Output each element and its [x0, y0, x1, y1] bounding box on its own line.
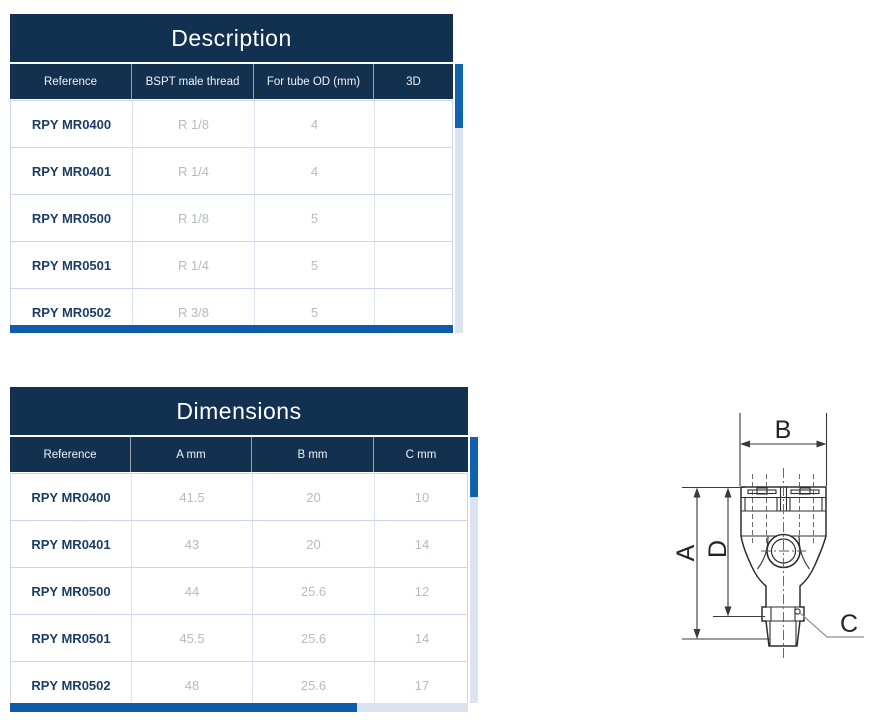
tube-od-cell: 5 [254, 195, 374, 241]
reference-cell: RPY MR0501 [31, 630, 111, 646]
3d-cell [374, 289, 452, 325]
horizontal-scrollbar-track[interactable] [10, 703, 468, 712]
3d-cell [374, 195, 452, 241]
horizontal-scrollbar-thumb[interactable] [10, 325, 453, 333]
3d-cell [374, 101, 452, 147]
column-header-reference: Reference [43, 75, 98, 88]
reference-cell: RPY MR0500 [31, 583, 111, 599]
c-mm-cell: 14 [374, 615, 467, 661]
dimensions-table-header: Reference A mm B mm C mm [10, 437, 468, 472]
b-mm-cell: 25.6 [252, 662, 374, 702]
vertical-scrollbar-track[interactable] [455, 64, 463, 333]
fitting-diagram: B A D C [672, 413, 864, 660]
c-leader-line [799, 612, 864, 638]
thread-cell: R 1/8 [132, 195, 254, 241]
a-mm-cell: 45.5 [131, 615, 252, 661]
thread-cell: R 1/4 [132, 148, 254, 194]
tube-od-cell: 5 [254, 242, 374, 288]
reference-cell: RPY MR0502 [31, 677, 111, 693]
3d-cell [374, 148, 452, 194]
hex-corner-dot [794, 608, 801, 615]
table-row: RPY MR0400 R 1/8 4 [11, 101, 452, 148]
b-mm-cell: 25.6 [252, 615, 374, 661]
vertical-scrollbar-thumb[interactable] [455, 64, 463, 128]
thread-cell: R 1/4 [132, 242, 254, 288]
description-table-title: Description [10, 14, 453, 62]
b-mm-cell: 20 [252, 474, 374, 520]
a-mm-cell: 43 [131, 521, 252, 567]
reference-cell: RPY MR0400 [31, 489, 111, 505]
column-header-c-mm: C mm [373, 437, 468, 472]
description-table: Description Reference BSPT male thread F… [10, 14, 463, 333]
bore-dashed-lines [752, 474, 814, 544]
a-mm-cell: 44 [131, 568, 252, 614]
dimension-arrowheads [693, 440, 827, 639]
table-row: RPY MR0500 44 25.6 12 [11, 568, 467, 615]
reference-cell: RPY MR0502 [31, 304, 112, 320]
description-table-body: RPY MR0400 R 1/8 4 RPY MR0401 R 1/4 4 RP… [10, 100, 453, 325]
dim-label-d: D [704, 540, 732, 558]
table-row: RPY MR0400 41.5 20 10 [11, 474, 467, 521]
table-row: RPY MR0500 R 1/8 5 [11, 195, 452, 242]
c-mm-cell: 10 [374, 474, 467, 520]
dim-label-b: B [775, 416, 792, 444]
tube-od-cell: 4 [254, 101, 374, 147]
reference-cell: RPY MR0400 [31, 116, 112, 132]
column-header-a-mm: A mm [130, 437, 251, 472]
dimensions-table-body: RPY MR0400 41.5 20 10 RPY MR0401 43 20 1… [10, 473, 468, 702]
dimensions-table-title: Dimensions [10, 387, 468, 435]
horizontal-scrollbar-thumb[interactable] [10, 703, 357, 712]
table-row: RPY MR0501 R 1/4 5 [11, 242, 452, 289]
dimensions-table: Dimensions Reference A mm B mm C mm RPY … [10, 387, 478, 712]
horizontal-scrollbar-track[interactable] [10, 325, 453, 333]
a-mm-cell: 41.5 [131, 474, 252, 520]
vertical-scrollbar-track[interactable] [470, 437, 478, 703]
dim-label-a: A [672, 544, 700, 561]
tube-od-cell: 5 [254, 289, 374, 325]
column-header-reference: Reference [43, 448, 97, 461]
description-table-header: Reference BSPT male thread For tube OD (… [10, 64, 453, 99]
tube-od-cell: 4 [254, 148, 374, 194]
thread-cell: R 1/8 [132, 101, 254, 147]
column-header-3d: 3D [373, 64, 453, 99]
reference-cell: RPY MR0401 [31, 536, 111, 552]
column-header-b-mm: B mm [251, 437, 373, 472]
dim-label-c: C [840, 610, 858, 638]
column-header-tube-od: For tube OD (mm) [253, 64, 373, 99]
table-row: RPY MR0501 45.5 25.6 14 [11, 615, 467, 662]
reference-cell: RPY MR0500 [31, 210, 112, 226]
table-row: RPY MR0401 43 20 14 [11, 521, 467, 568]
table-row: RPY MR0401 R 1/4 4 [11, 148, 452, 195]
dimension-lines [682, 413, 828, 640]
c-mm-cell: 14 [374, 521, 467, 567]
table-row: RPY MR0502 48 25.6 17 [11, 662, 467, 702]
vertical-scrollbar-thumb[interactable] [470, 437, 478, 497]
a-mm-cell: 48 [131, 662, 252, 702]
b-mm-cell: 25.6 [252, 568, 374, 614]
table-row: RPY MR0502 R 3/8 5 [11, 289, 452, 325]
column-header-bspt-thread: BSPT male thread [131, 64, 253, 99]
thread-cell: R 3/8 [132, 289, 254, 325]
3d-cell [374, 242, 452, 288]
c-mm-cell: 17 [374, 662, 467, 702]
c-mm-cell: 12 [374, 568, 467, 614]
b-mm-cell: 20 [252, 521, 374, 567]
center-lines [761, 468, 806, 660]
reference-cell: RPY MR0401 [31, 163, 112, 179]
reference-cell: RPY MR0501 [31, 257, 112, 273]
